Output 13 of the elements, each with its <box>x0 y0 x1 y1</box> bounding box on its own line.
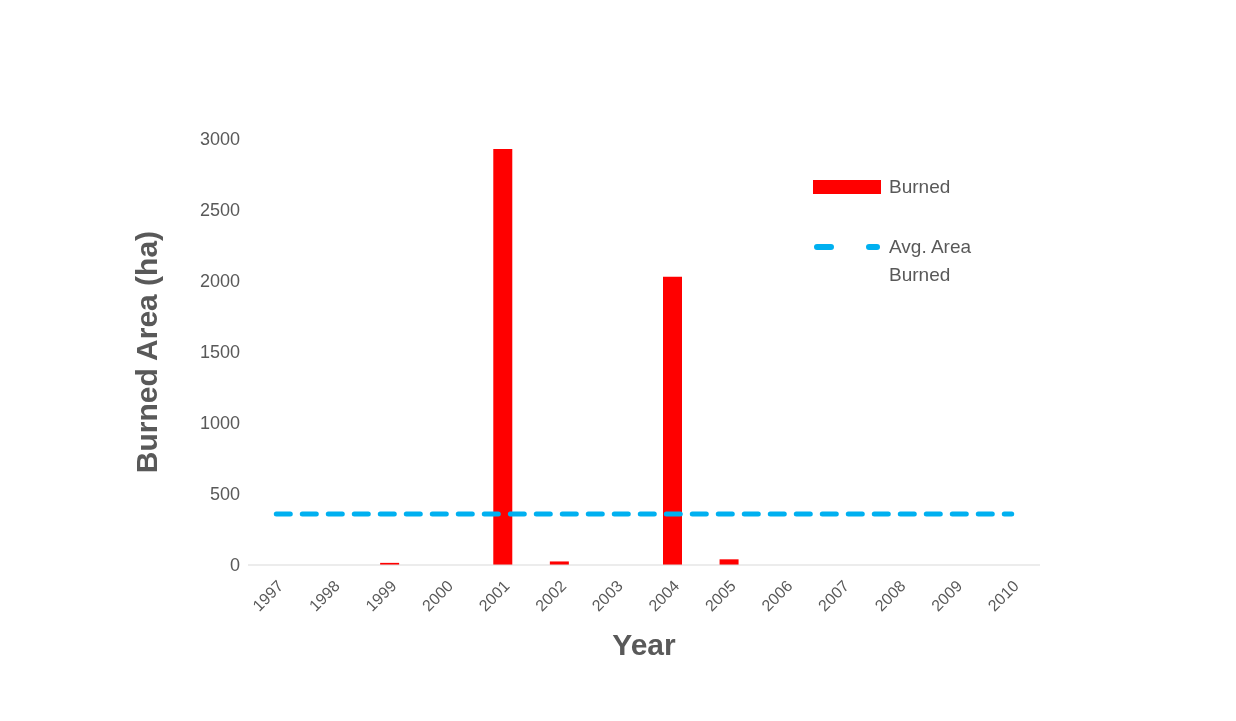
y-tick-label: 1000 <box>199 413 240 434</box>
y-tick-label: 3000 <box>199 129 240 150</box>
y-tick-label: 1500 <box>199 342 240 363</box>
y-tick-label: 500 <box>209 484 240 505</box>
y-tick-label: 0 <box>229 555 240 576</box>
legend-label: Burned <box>889 175 952 199</box>
y-tick-label: 2500 <box>199 200 240 221</box>
legend-label: Avg. Area Burned <box>889 235 973 287</box>
y-axis-title: Burned Area (ha) <box>129 230 163 474</box>
y-tick-label: 2000 <box>199 271 240 292</box>
bar <box>663 276 682 565</box>
x-axis-title: Year <box>612 628 677 661</box>
bar <box>493 148 513 565</box>
